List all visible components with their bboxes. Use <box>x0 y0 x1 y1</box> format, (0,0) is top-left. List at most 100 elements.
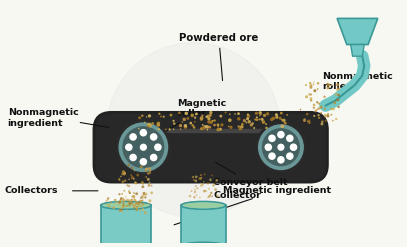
Point <box>124 184 131 187</box>
Point <box>144 167 151 171</box>
Circle shape <box>140 130 147 136</box>
Point <box>129 195 136 199</box>
Point <box>335 105 342 109</box>
Point <box>335 87 341 91</box>
Point <box>208 120 214 124</box>
Point <box>222 110 229 114</box>
Point <box>252 118 259 122</box>
Point <box>125 208 131 212</box>
Circle shape <box>265 144 271 150</box>
Point <box>176 111 183 115</box>
Point <box>191 195 198 199</box>
Point <box>185 117 191 121</box>
Point <box>318 111 324 115</box>
Point <box>146 181 153 185</box>
Point <box>308 85 314 89</box>
Point <box>119 192 125 196</box>
Point <box>183 111 190 115</box>
Text: Collectors: Collectors <box>5 186 58 195</box>
Point <box>138 204 144 208</box>
Point <box>126 184 132 188</box>
Point <box>137 208 143 212</box>
Point <box>214 194 221 198</box>
Point <box>269 118 275 122</box>
Point <box>111 206 117 209</box>
Point <box>144 124 150 127</box>
Point <box>213 178 220 182</box>
Point <box>124 198 131 202</box>
Point <box>205 114 212 118</box>
Text: Conveyor belt: Conveyor belt <box>213 162 288 187</box>
Point <box>254 118 260 122</box>
Ellipse shape <box>181 202 226 209</box>
Point <box>239 122 246 126</box>
Point <box>126 203 133 207</box>
Point <box>280 119 287 123</box>
Point <box>136 201 143 205</box>
Point <box>315 113 322 117</box>
Point <box>311 114 317 118</box>
Point <box>202 125 208 129</box>
Point <box>248 123 255 127</box>
Point <box>177 124 184 127</box>
Point <box>253 111 260 115</box>
Ellipse shape <box>103 203 149 208</box>
Point <box>241 119 247 123</box>
Point <box>113 201 120 205</box>
Circle shape <box>140 159 147 165</box>
Point <box>198 182 204 186</box>
Point <box>147 124 153 128</box>
Point <box>316 116 322 120</box>
Point <box>131 177 137 181</box>
Circle shape <box>278 157 284 163</box>
Point <box>207 178 214 182</box>
Point <box>105 203 112 206</box>
Point <box>199 114 206 118</box>
Point <box>129 166 135 170</box>
Point <box>210 183 217 187</box>
Point <box>210 119 217 123</box>
Point <box>188 121 194 125</box>
Point <box>123 198 129 202</box>
Point <box>246 120 252 124</box>
Point <box>257 111 263 115</box>
Point <box>134 201 141 205</box>
Point <box>189 113 195 117</box>
Point <box>190 175 196 179</box>
Point <box>138 201 144 205</box>
Point <box>147 171 153 175</box>
Point <box>120 180 126 184</box>
Point <box>138 165 144 169</box>
Point <box>133 199 140 203</box>
Point <box>120 197 127 201</box>
Point <box>120 202 127 206</box>
Circle shape <box>151 154 157 161</box>
Point <box>331 101 338 105</box>
Point <box>146 183 152 187</box>
Point <box>198 127 205 131</box>
Point <box>297 108 304 112</box>
Point <box>129 176 136 180</box>
Point <box>131 194 137 198</box>
Point <box>145 202 152 206</box>
Circle shape <box>126 144 132 150</box>
Point <box>103 199 110 203</box>
Point <box>143 192 149 196</box>
Ellipse shape <box>101 246 151 247</box>
Circle shape <box>151 134 157 140</box>
Point <box>311 106 317 110</box>
Point <box>306 121 313 125</box>
Point <box>197 177 203 181</box>
Circle shape <box>155 144 161 150</box>
Point <box>120 170 127 174</box>
Point <box>335 93 342 97</box>
Point <box>193 175 199 179</box>
Point <box>251 126 258 130</box>
Point <box>133 208 140 212</box>
Point <box>333 93 339 97</box>
Point <box>142 195 149 199</box>
Point <box>245 113 251 117</box>
Point <box>204 125 210 129</box>
Point <box>133 192 140 196</box>
Point <box>316 106 323 110</box>
